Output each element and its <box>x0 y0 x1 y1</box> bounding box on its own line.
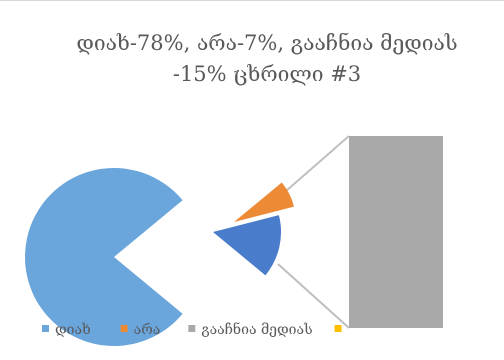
legend-swatch-1 <box>121 325 128 332</box>
connector-line-bottom <box>278 264 349 328</box>
slice-depends <box>213 215 281 275</box>
slice-yes <box>25 168 183 346</box>
legend: დიახ არა გააჩნია მედიას <box>42 320 342 338</box>
legend-swatch-0 <box>42 325 49 332</box>
connector-line-top <box>278 136 349 198</box>
legend-label-1: არა <box>134 321 161 338</box>
legend-swatch-3 <box>335 325 342 332</box>
pie-slices <box>25 168 294 346</box>
slice-no <box>234 182 294 222</box>
legend-label-2: გააჩნია მედიას <box>201 320 312 338</box>
secondary-bar <box>349 136 443 328</box>
legend-label-0: დიახ <box>55 321 91 338</box>
connector-lines <box>278 136 349 328</box>
legend-swatch-2 <box>188 325 195 332</box>
